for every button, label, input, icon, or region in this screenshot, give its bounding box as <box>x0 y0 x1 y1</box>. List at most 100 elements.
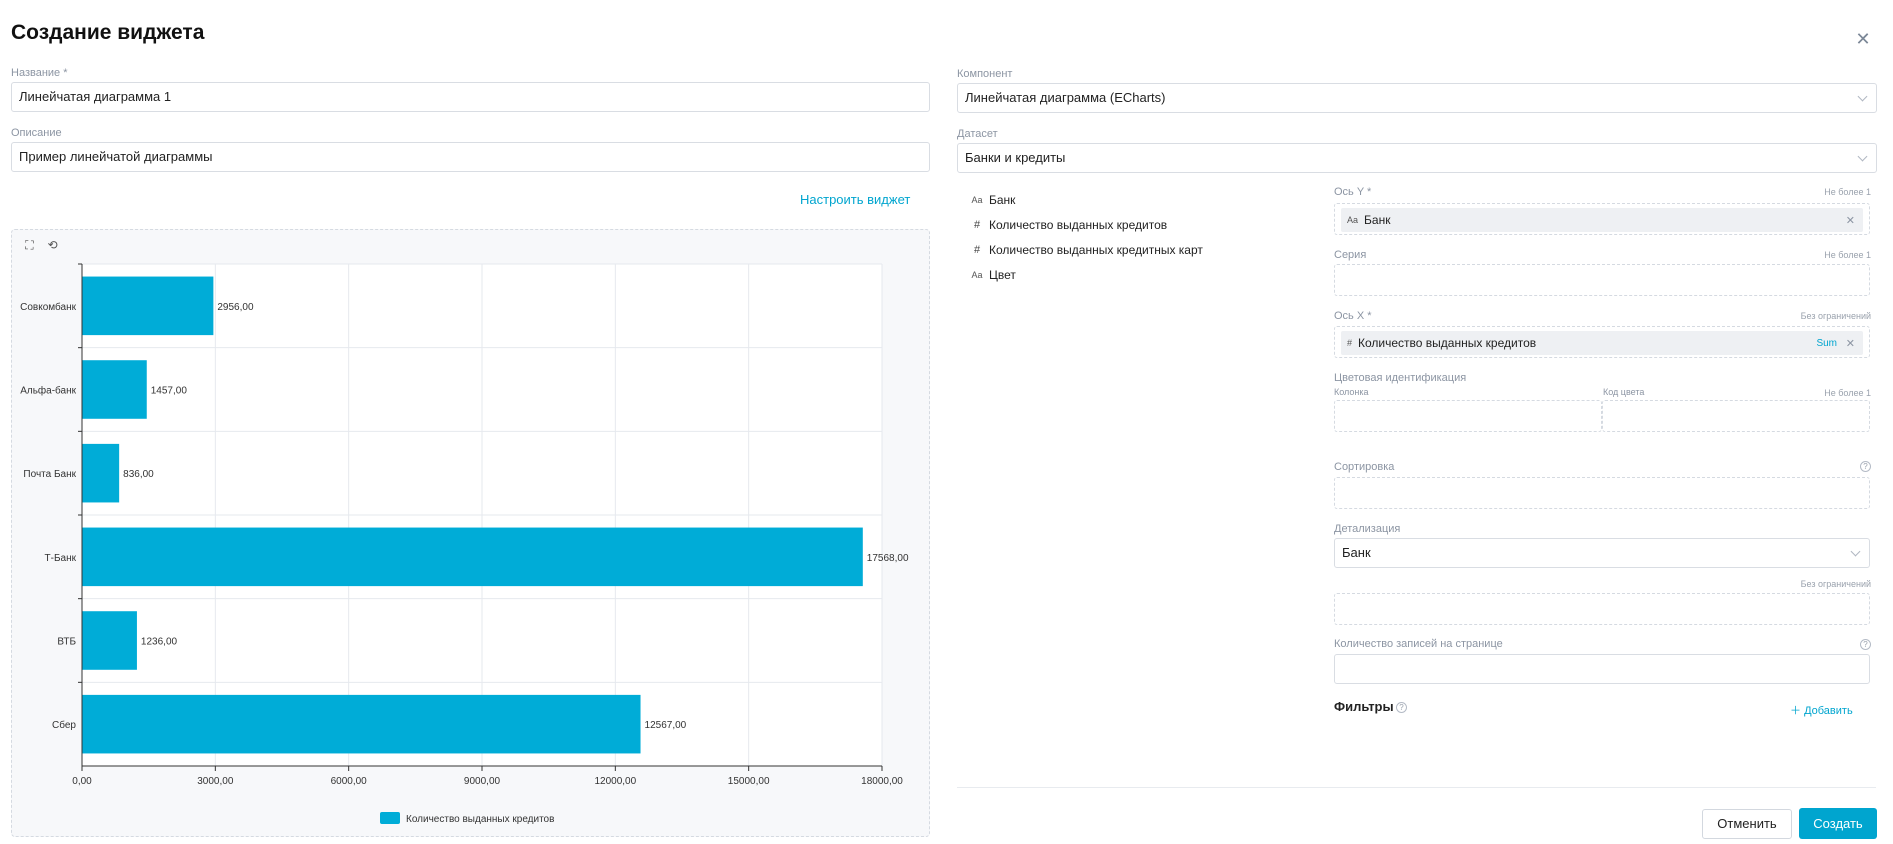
configure-widget-link[interactable]: Настроить виджет <box>800 192 911 207</box>
bar-value-label: 1236,00 <box>141 637 178 648</box>
color-code-label: Код цвета <box>1603 387 1645 397</box>
close-icon[interactable]: ✕ <box>1855 29 1871 49</box>
dataset-field-label: Банк <box>989 193 1016 207</box>
y-category-label: Альфа-банк <box>20 385 76 397</box>
bar-value-label: 2956,00 <box>217 302 254 313</box>
x-axis-dropzone[interactable]: # Количество выданных кредитов Sum ✕ <box>1334 326 1870 358</box>
series-label: Серия <box>1334 249 1367 261</box>
number-type-icon: # <box>1347 338 1353 348</box>
y-category-label: Сбер <box>52 719 76 731</box>
dataset-field-item[interactable]: # Количество выданных кредитных карт <box>971 243 1203 257</box>
y-axis-hint: Не более 1 <box>1824 187 1871 197</box>
dialog-title: Создание виджета <box>11 21 205 44</box>
x-axis-chip-label: Количество выданных кредитов <box>1358 336 1537 350</box>
add-filter-button[interactable]: ＋ Добавить <box>1790 702 1853 718</box>
y-category-label: ВТБ <box>57 637 76 648</box>
y-axis-chip[interactable]: Aa Банк ✕ <box>1341 208 1863 232</box>
chart-preview: ⛶ ⟲ 0,00 3000,00 6000,00 9000,00 12000,00 150… <box>11 229 930 837</box>
text-type-icon: Aa <box>971 270 983 280</box>
name-label-text: Название <box>11 67 61 79</box>
sort-label: Сортировка <box>1334 461 1395 473</box>
component-value: Линейчатая диаграмма (ECharts) <box>965 90 1166 105</box>
chart-bar <box>82 443 120 503</box>
description-label: Описание <box>11 127 62 139</box>
zoom-reset-icon[interactable]: ⟲ <box>47 238 58 252</box>
page-size-input[interactable] <box>1334 654 1870 684</box>
dataset-field-label: Цвет <box>989 268 1016 282</box>
add-filter-label: Добавить <box>1804 705 1853 717</box>
x-tick-label: 3000,00 <box>197 776 234 787</box>
sort-dropzone[interactable] <box>1334 477 1870 509</box>
dataset-value: Банки и кредиты <box>965 150 1066 165</box>
help-icon[interactable]: ? <box>1396 702 1407 713</box>
dataset-select[interactable]: Банки и кредиты <box>957 143 1877 173</box>
dataset-field-label: Количество выданных кредитных карт <box>989 243 1203 257</box>
component-select[interactable]: Линейчатая диаграмма (ECharts) <box>957 83 1877 113</box>
dataset-field-label: Количество выданных кредитов <box>989 218 1168 232</box>
detail-value: Банк <box>1342 545 1371 560</box>
y-axis-dropzone[interactable]: Aa Банк ✕ <box>1334 203 1870 235</box>
page-size-label: Количество записей на странице <box>1334 638 1503 650</box>
bar-value-label: 1457,00 <box>151 386 188 397</box>
y-axis-label: Ось Y * <box>1334 186 1372 198</box>
chart-bar <box>82 276 214 336</box>
aggregation-button[interactable]: Sum <box>1816 337 1837 349</box>
text-type-icon: Aa <box>1347 215 1359 225</box>
create-button[interactable]: Создать <box>1799 808 1877 839</box>
y-category-label: Совкомбанк <box>20 301 76 313</box>
cancel-button[interactable]: Отменить <box>1702 809 1792 839</box>
detail-dropzone[interactable] <box>1334 593 1870 625</box>
name-label: Название * <box>11 67 68 79</box>
dataset-field-item[interactable]: Aa Банк <box>971 193 1015 207</box>
help-icon[interactable]: ? <box>1860 639 1871 650</box>
x-axis-label: Ось X * <box>1334 310 1372 322</box>
color-hint: Не более 1 <box>1824 388 1871 398</box>
description-value: Пример линейчатой диаграммы <box>19 149 213 164</box>
zoom-select-icon[interactable]: ⛶ <box>25 238 34 252</box>
y-category-label: Почта Банк <box>23 469 76 480</box>
legend-label: Количество выданных кредитов <box>406 814 554 825</box>
remove-icon[interactable]: ✕ <box>1845 214 1855 227</box>
color-code-dropzone[interactable] <box>1602 400 1870 432</box>
help-icon[interactable]: ? <box>1860 461 1871 472</box>
detail-select[interactable]: Банк <box>1334 538 1870 568</box>
series-dropzone[interactable] <box>1334 264 1870 296</box>
required-mark: * <box>63 67 68 79</box>
dataset-field-item[interactable]: # Количество выданных кредитов <box>971 218 1167 232</box>
y-axis-chip-label: Банк <box>1364 213 1391 227</box>
detail-label: Детализация <box>1334 523 1401 535</box>
chevron-down-icon <box>1857 151 1868 162</box>
series-hint: Не более 1 <box>1824 250 1871 260</box>
number-type-icon: # <box>973 219 981 231</box>
footer-divider <box>957 787 1876 788</box>
bar-chart: 0,00 3000,00 6000,00 9000,00 12000,00 15000,0… <box>20 263 909 825</box>
chart-bar <box>82 611 137 670</box>
chart-bar <box>82 694 641 754</box>
text-type-icon: Aa <box>971 195 983 205</box>
remove-icon[interactable]: ✕ <box>1845 337 1855 350</box>
detail-hint: Без ограничений <box>1800 579 1871 589</box>
color-column-label: Колонка <box>1334 387 1369 397</box>
dataset-field-item[interactable]: Aa Цвет <box>971 268 1016 282</box>
number-type-icon: # <box>973 244 981 256</box>
x-tick-label: 18000,00 <box>861 776 903 787</box>
name-input[interactable]: Линейчатая диаграмма 1 <box>11 82 930 112</box>
x-axis-chip[interactable]: # Количество выданных кредитов Sum ✕ <box>1341 331 1863 355</box>
name-value: Линейчатая диаграмма 1 <box>19 89 172 104</box>
chart-toolbar: ⛶ ⟲ <box>22 238 60 253</box>
x-tick-label: 9000,00 <box>464 776 501 787</box>
dataset-label: Датасет <box>957 128 998 140</box>
filters-heading: Фильтры <box>1334 699 1394 714</box>
description-input[interactable]: Пример линейчатой диаграммы <box>11 142 930 172</box>
legend-swatch <box>380 812 400 824</box>
chevron-down-icon <box>1850 546 1861 557</box>
bar-value-label: 12567,00 <box>645 720 687 731</box>
color-label: Цветовая идентификация <box>1334 372 1467 384</box>
x-tick-label: 0,00 <box>72 776 92 787</box>
filters-label: Фильтры <box>1334 699 1394 714</box>
x-tick-label: 15000,00 <box>728 776 770 787</box>
color-column-dropzone[interactable] <box>1334 400 1602 432</box>
plus-icon: ＋ <box>1790 705 1801 717</box>
x-tick-label: 6000,00 <box>331 776 368 787</box>
